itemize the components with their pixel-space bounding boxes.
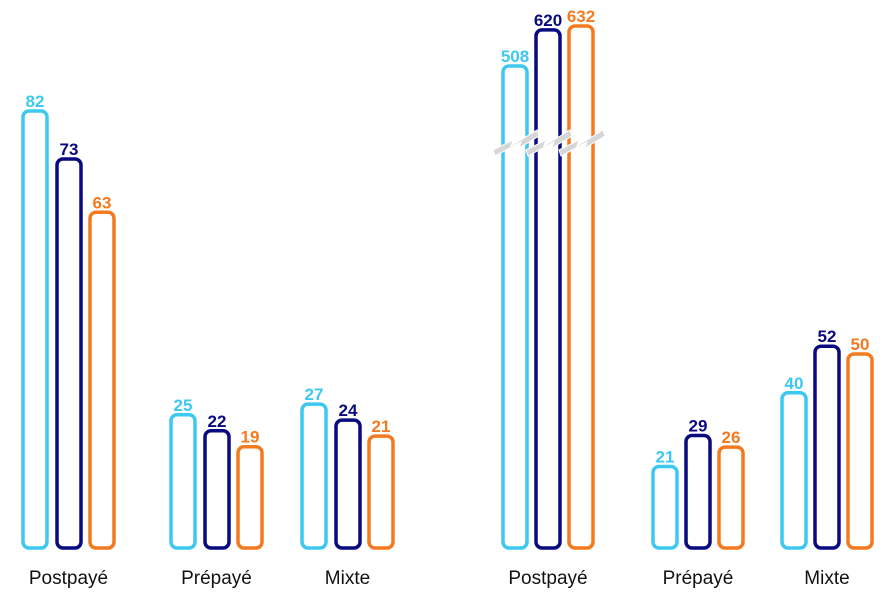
value-label-c2-g1-s1: 508 [501, 47, 529, 66]
value-label-c1-g1-s3: 63 [93, 193, 112, 212]
value-label-c2-g2-s2: 29 [689, 416, 708, 435]
category-labels-layer: Postpayé Prépayé Mixte Postpayé Prépayé Mixte [29, 568, 850, 589]
value-label-c2-g1-s3: 632 [567, 7, 595, 26]
bar-c1-mixte-s2 [334, 418, 362, 550]
value-label-c1-g3-s1: 27 [305, 385, 324, 404]
category-label-c2-prpay: Prépayé [663, 568, 734, 589]
category-label-c1-mixte: Mixte [325, 568, 370, 589]
category-label-c1-prpay: Prépayé [181, 568, 252, 589]
category-label-c1-postpay: Postpayé [29, 568, 108, 589]
bar-c2-mixte-s3 [846, 352, 874, 550]
value-label-c1-g3-s2: 24 [339, 401, 358, 420]
value-label-c1-g2-s3: 19 [241, 428, 260, 447]
bars-layer [21, 24, 874, 550]
value-label-c2-g3-s2: 52 [818, 327, 837, 346]
bar-c2-prpay-s2 [684, 433, 712, 550]
bar-c1-mixte-s3 [367, 434, 395, 550]
bar-c1-prpay-s2 [203, 429, 231, 550]
bar-c2-prpay-s1 [651, 464, 679, 550]
bar-c2-mixte-s2 [813, 344, 841, 550]
value-labels-layer: 82 73 63 25 22 19 27 24 21 508 620 632 21 29 26 40 52 50 [26, 7, 870, 467]
bar-c2-mixte-s1 [780, 391, 808, 550]
axis-break-mark-3 [558, 129, 606, 157]
bar-c1-postpay-s2 [55, 157, 83, 550]
bar-c1-prpay-s3 [236, 444, 264, 550]
value-label-c2-g3-s1: 40 [785, 374, 804, 393]
value-label-c1-g2-s1: 25 [174, 396, 193, 415]
bar-c2-postpay-s1 [501, 64, 529, 550]
value-label-c2-g2-s3: 26 [722, 428, 741, 447]
bar-c1-mixte-s1 [300, 402, 328, 550]
value-label-c1-g1-s1: 82 [26, 92, 45, 111]
value-label-c1-g3-s3: 21 [372, 417, 391, 436]
bar-c1-postpay-s1 [21, 109, 49, 550]
bar-c2-postpay-s2 [534, 28, 562, 550]
value-label-c1-g2-s2: 22 [208, 412, 227, 431]
bar-c1-prpay-s1 [169, 413, 197, 550]
value-label-c2-g2-s1: 21 [656, 448, 675, 467]
bar-c1-postpay-s3 [88, 210, 116, 550]
value-label-c2-g3-s3: 50 [851, 335, 870, 354]
bar-c2-prpay-s3 [717, 445, 745, 550]
axis-break-mark-2 [525, 129, 573, 157]
category-label-c2-mixte: Mixte [804, 568, 849, 589]
value-label-c2-g1-s2: 620 [534, 11, 562, 30]
category-label-c2-postpay: Postpayé [508, 568, 587, 589]
axis-break-mark-1 [492, 129, 540, 157]
value-label-c1-g1-s2: 73 [60, 140, 79, 159]
bar-c2-postpay-s3 [567, 24, 595, 550]
